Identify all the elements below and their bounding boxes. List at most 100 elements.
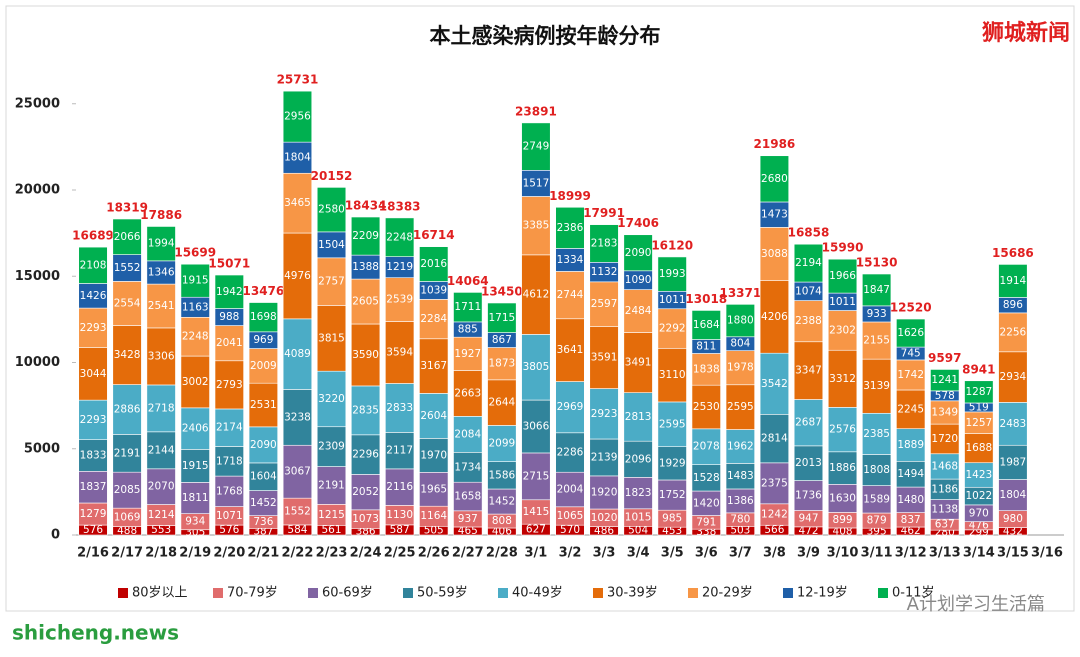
bar-segment (487, 488, 517, 515)
value-label: 408 (833, 525, 853, 537)
value-label: 1504 (318, 239, 345, 251)
bar-segment (725, 384, 755, 430)
value-label: 3641 (557, 344, 584, 356)
bar-segment (555, 206, 585, 249)
value-label: 3428 (114, 349, 141, 361)
x-tick-label: 2/21 (247, 546, 279, 561)
value-label: 2757 (318, 276, 345, 288)
value-label: 1415 (523, 506, 550, 518)
total-label: 15071 (208, 257, 250, 271)
bar-segment (78, 439, 108, 472)
bar-segment (725, 429, 755, 464)
value-label: 2715 (523, 470, 550, 482)
bar-segment (487, 347, 517, 381)
value-label: 1736 (795, 490, 822, 502)
value-label: 2680 (761, 173, 788, 185)
bar-segment (453, 292, 483, 323)
bar-segment (112, 384, 142, 435)
bar-segment (248, 426, 278, 464)
bar-segment (964, 380, 994, 404)
bar-segment (385, 321, 415, 384)
value-label: 4089 (284, 348, 311, 360)
x-tick-label: 3/14 (963, 546, 995, 561)
value-label: 1130 (386, 509, 413, 521)
value-label: 985 (662, 513, 682, 525)
total-label: 15990 (822, 241, 864, 255)
bar-segment (146, 283, 176, 329)
value-label: 1752 (659, 489, 686, 501)
bar-segment (453, 416, 483, 453)
bar-segment (112, 218, 142, 255)
value-label: 1966 (829, 270, 856, 282)
value-label: 1823 (625, 487, 652, 499)
bar-segment (998, 264, 1028, 298)
bar-segment (657, 256, 687, 292)
bar-segment (282, 90, 313, 143)
bar-segment (930, 423, 960, 455)
total-label: 13018 (685, 292, 727, 306)
value-label: 1241 (931, 374, 958, 386)
bar-segment (248, 348, 278, 384)
value-label: 1837 (80, 481, 107, 493)
value-label: 2580 (318, 204, 345, 216)
bar-segment (385, 432, 415, 470)
value-label: 1993 (659, 268, 686, 280)
x-tick-label: 3/5 (661, 546, 684, 561)
value-label: 1586 (488, 469, 515, 481)
bar-segment (930, 369, 960, 392)
value-label: 1838 (693, 363, 720, 375)
value-label: 2293 (80, 322, 107, 334)
legend-swatch (118, 588, 128, 598)
value-label: 2084 (454, 428, 481, 440)
y-tick-label: 5000 (24, 441, 60, 456)
value-label: 465 (458, 525, 478, 537)
x-tick-label: 3/3 (593, 546, 616, 561)
total-label: 13371 (719, 286, 761, 300)
bar-segment (282, 318, 313, 390)
value-label: 1011 (829, 296, 856, 308)
value-label: 1630 (829, 492, 856, 504)
bar-segment (180, 263, 210, 298)
legend-swatch (403, 588, 413, 598)
value-label: 1163 (182, 301, 209, 313)
bar-segment (555, 318, 585, 382)
value-label: 472 (798, 525, 818, 537)
value-label: 1186 (931, 483, 958, 495)
value-label: 1022 (965, 490, 992, 502)
bar-segment (657, 446, 687, 481)
value-label: 1920 (591, 486, 618, 498)
value-label: 2085 (114, 484, 141, 496)
value-label: 1970 (420, 449, 447, 461)
bar-segment (180, 316, 210, 357)
bar-segment (657, 308, 687, 349)
value-label: 808 (492, 515, 512, 527)
value-label: 553 (151, 524, 171, 536)
value-label: 791 (696, 516, 716, 528)
value-label: 3491 (625, 357, 652, 369)
value-label: 2595 (727, 401, 754, 413)
value-label: 1426 (80, 290, 107, 302)
bar-segment (725, 350, 755, 386)
bar-segment (896, 318, 926, 348)
value-label: 1734 (454, 461, 481, 473)
bar-segment (759, 155, 790, 203)
value-label: 486 (594, 525, 614, 537)
value-label: 2013 (795, 457, 822, 469)
bar-segment (316, 305, 347, 372)
x-tick-label: 2/20 (213, 546, 245, 561)
value-label: 2194 (795, 257, 822, 269)
bar-segment (146, 226, 176, 262)
bar-segment (112, 434, 142, 473)
bar-segment (385, 217, 415, 257)
total-label: 12520 (890, 301, 932, 315)
legend-swatch (783, 588, 793, 598)
bar-segment (282, 389, 313, 446)
legend-swatch (498, 588, 508, 598)
value-label: 2041 (216, 337, 243, 349)
bar-segment (282, 444, 313, 499)
bar-segment (248, 302, 278, 333)
value-label: 488 (117, 525, 137, 537)
total-label: 18319 (106, 200, 148, 214)
x-tick-label: 2/22 (282, 546, 314, 561)
value-label: 2183 (591, 237, 618, 249)
